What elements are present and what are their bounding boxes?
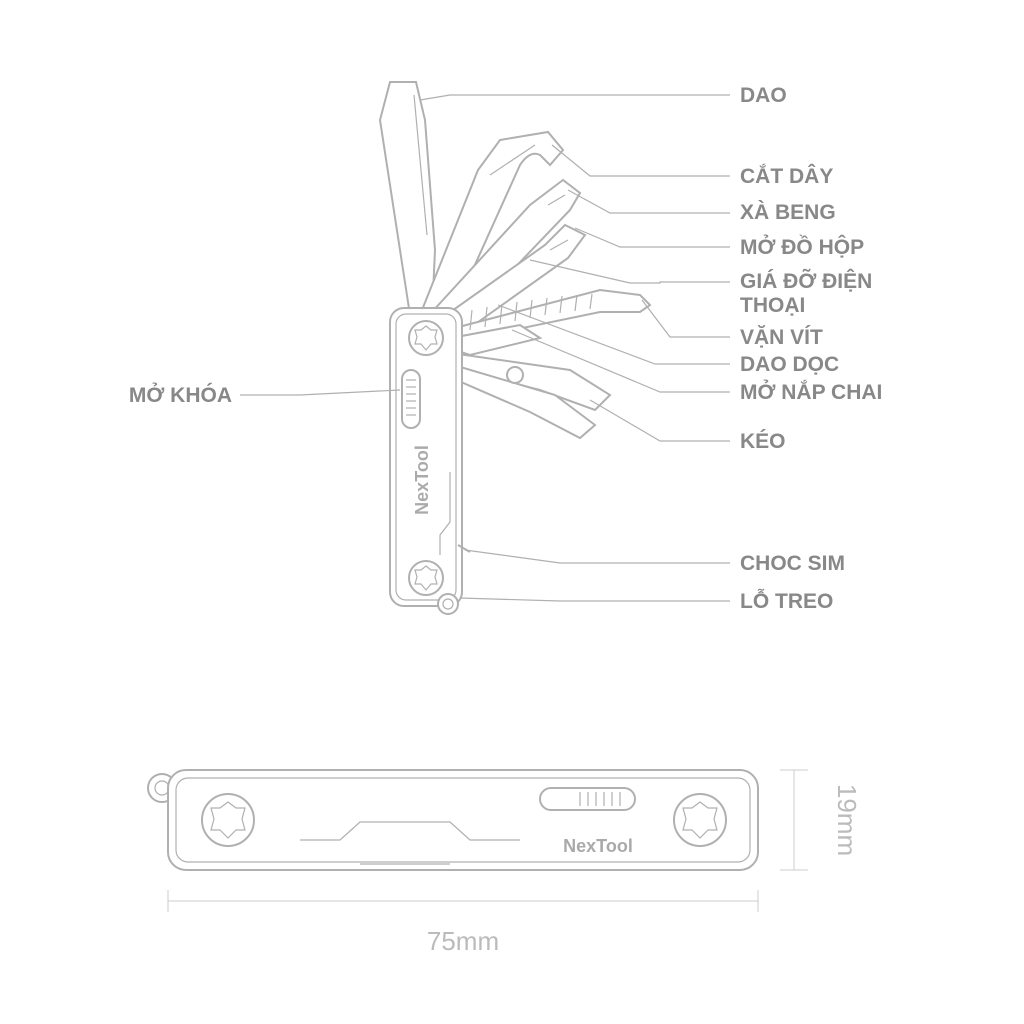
labels-left: MỞ KHÓA — [129, 383, 232, 407]
label-screwdriver: VẶN VÍT — [740, 326, 823, 349]
leader-line-left — [240, 390, 400, 395]
label-phonestand-2: THOẠI — [740, 294, 805, 317]
dim-height: 19mm — [832, 784, 862, 856]
label-bottleopener: MỞ NẮP CHAI — [740, 380, 882, 404]
label-prybar: XÀ BENG — [740, 201, 836, 224]
labels-right: DAO CẮT DÂY XÀ BENG MỞ ĐỒ HỘP GIÁ ĐỠ ĐIỆ… — [740, 84, 882, 613]
label-phonestand-1: GIÁ ĐỠ ĐIỆN — [740, 269, 872, 293]
open-tool-diagram: NexTool — [240, 82, 730, 614]
label-knife: DAO — [740, 84, 787, 107]
label-unlock: MỞ KHÓA — [129, 383, 232, 407]
closed-tool-diagram: NexTool — [148, 770, 758, 870]
label-canopener: MỞ ĐỒ HỘP — [740, 235, 864, 259]
label-scissors: KÉO — [740, 430, 786, 453]
dim-width: 75mm — [427, 926, 499, 956]
brand-text-open: NexTool — [412, 445, 432, 515]
label-cutwire: CẮT DÂY — [740, 164, 833, 188]
brand-text-closed: NexTool — [563, 836, 633, 856]
label-lanyard: LỖ TREO — [740, 589, 833, 613]
label-simeject: CHOC SIM — [740, 552, 845, 575]
label-boxcutter: DAO DỌC — [740, 353, 839, 376]
